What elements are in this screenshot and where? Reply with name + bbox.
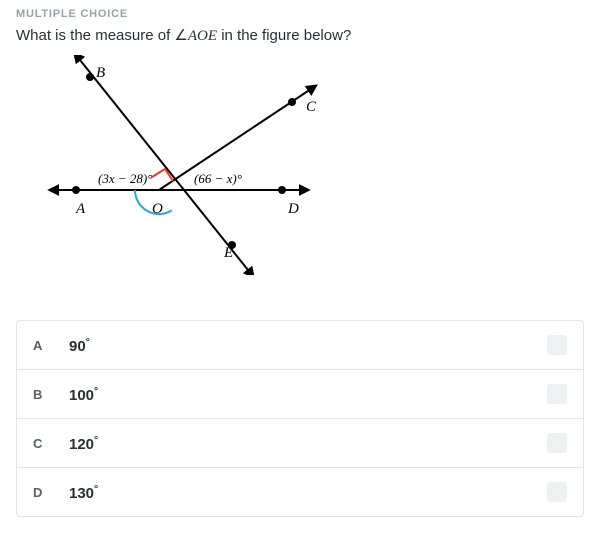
choice-checkbox[interactable] <box>547 433 567 453</box>
choice-c[interactable]: C 120° <box>17 419 583 468</box>
choice-b[interactable]: B 100° <box>17 370 583 419</box>
question-post: in the figure below? <box>217 27 351 44</box>
svg-text:E: E <box>223 245 233 261</box>
svg-text:(3x − 28)°: (3x − 28)° <box>98 171 152 186</box>
choice-checkbox[interactable] <box>547 482 567 502</box>
svg-text:B: B <box>96 65 105 81</box>
choice-checkbox[interactable] <box>547 335 567 355</box>
choice-d[interactable]: D 130° <box>17 468 583 516</box>
choice-text: 100° <box>69 385 547 404</box>
choice-letter: A <box>33 338 69 353</box>
svg-text:O: O <box>152 201 163 217</box>
angle-symbol: ∠ <box>174 28 187 44</box>
svg-text:C: C <box>306 99 317 115</box>
choice-text: 130° <box>69 483 547 502</box>
svg-text:(66 − x)°: (66 − x)° <box>194 171 242 186</box>
angle-name: AOE <box>188 28 217 44</box>
figure-container: A B C D E O(3x − 28)° (66 − x)° <box>34 55 584 280</box>
choice-letter: B <box>33 387 69 402</box>
choice-text: 90° <box>69 336 547 355</box>
eyebrow-label: MULTIPLE CHOICE <box>16 8 584 20</box>
question-pre: What is the measure of <box>16 27 174 44</box>
choice-letter: C <box>33 436 69 451</box>
choice-checkbox[interactable] <box>547 384 567 404</box>
svg-text:D: D <box>287 201 299 217</box>
svg-text:A: A <box>75 201 86 217</box>
question-text: What is the measure of ∠AOE in the figur… <box>16 26 584 45</box>
choice-letter: D <box>33 485 69 500</box>
choice-text: 120° <box>69 434 547 453</box>
choice-a[interactable]: A 90° <box>17 321 583 370</box>
geometry-figure: A B C D E O(3x − 28)° (66 − x)° <box>34 55 334 275</box>
answer-choices: A 90° B 100° C 120° D 130° <box>16 320 584 517</box>
